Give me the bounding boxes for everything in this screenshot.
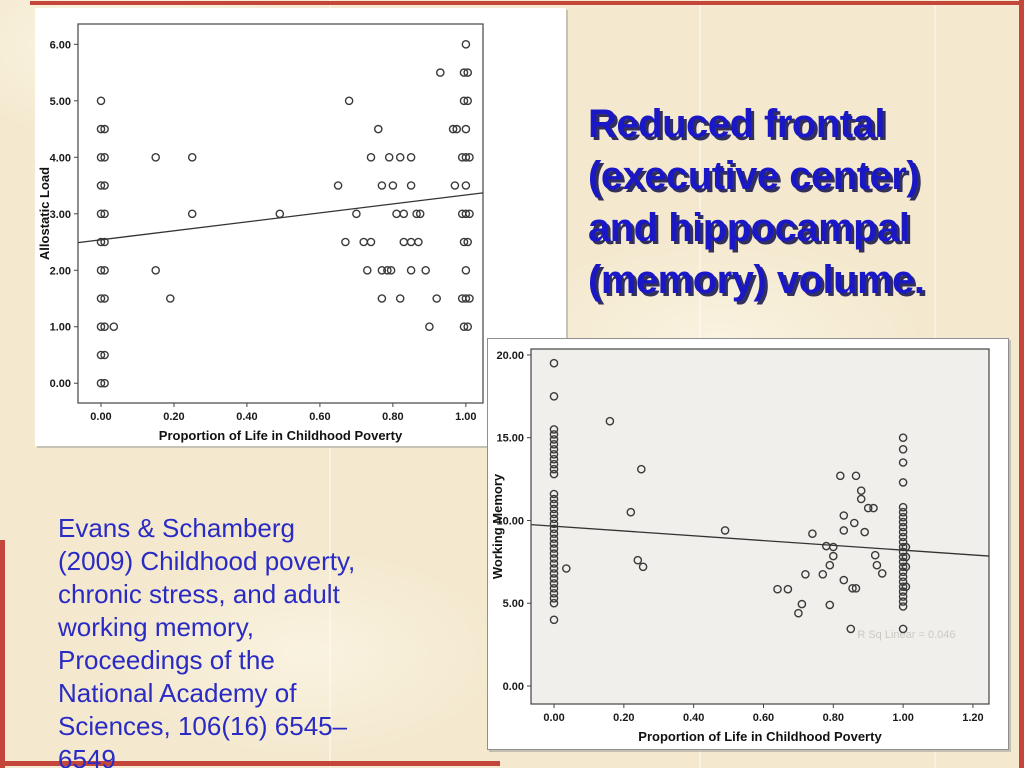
working-memory-chart-panel: 0.00 0.20 0.40 0.60 0.80 1.00 1.20 0.00 5.00 10.0… <box>487 338 1009 750</box>
svg-text:0.80: 0.80 <box>382 411 403 423</box>
citation-line: Evans & Schamberg <box>58 513 296 543</box>
title-line: (executive center) <box>588 154 920 198</box>
svg-text:4.00: 4.00 <box>50 152 71 164</box>
working-memory-scatter-chart: 0.00 0.20 0.40 0.60 0.80 1.00 1.20 0.00 5.00 10.0… <box>490 348 990 744</box>
svg-text:1.00: 1.00 <box>892 712 913 724</box>
citation-line: 6549 <box>58 744 116 768</box>
svg-text:0.80: 0.80 <box>823 712 844 724</box>
svg-text:0.20: 0.20 <box>163 411 184 423</box>
svg-text:1.00: 1.00 <box>50 322 71 334</box>
svg-text:0.60: 0.60 <box>309 411 330 423</box>
svg-text:0.00: 0.00 <box>50 378 71 390</box>
svg-text:6.00: 6.00 <box>50 39 71 51</box>
svg-text:0.40: 0.40 <box>683 712 704 724</box>
svg-text:20.00: 20.00 <box>496 350 524 362</box>
allostatic-load-scatter-chart: 0.00 0.20 0.40 0.60 0.80 1.00 0.00 1.00 2.00 3.00… <box>37 23 484 443</box>
slide-title: Reduced frontal (executive center) and h… <box>588 98 925 306</box>
svg-text:0.20: 0.20 <box>613 712 634 724</box>
svg-text:1.20: 1.20 <box>962 712 983 724</box>
svg-text:5.00: 5.00 <box>50 96 71 108</box>
svg-text:5.00: 5.00 <box>503 598 524 610</box>
svg-text:1.00: 1.00 <box>455 411 476 423</box>
svg-text:2.00: 2.00 <box>50 265 71 277</box>
svg-text:Allostatic Load: Allostatic Load <box>37 167 52 260</box>
title-line: (memory) volume. <box>588 258 925 302</box>
citation-line: National Academy of <box>58 678 297 708</box>
title-line: Reduced frontal <box>588 102 885 146</box>
bottom-border-stripe <box>0 761 500 766</box>
title-line: and hippocampal <box>588 206 910 250</box>
citation: Evans & Schamberg (2009) Childhood pover… <box>58 512 355 768</box>
citation-line: Sciences, 106(16) 6545– <box>58 711 348 741</box>
svg-text:10.00: 10.00 <box>496 515 524 527</box>
left-border-stripe <box>0 540 5 768</box>
svg-text:0.00: 0.00 <box>543 712 564 724</box>
svg-text:3.00: 3.00 <box>50 209 71 221</box>
allostatic-load-chart-panel: 0.00 0.20 0.40 0.60 0.80 1.00 0.00 1.00 2.00 3.00… <box>35 8 566 446</box>
svg-text:R Sq Linear = 0.046: R Sq Linear = 0.046 <box>857 629 955 641</box>
citation-line: Proceedings of the <box>58 645 275 675</box>
svg-text:0.60: 0.60 <box>753 712 774 724</box>
svg-text:0.00: 0.00 <box>90 411 111 423</box>
top-border-stripe <box>30 1 1024 5</box>
svg-text:Proportion of Life in Childhoo: Proportion of Life in Childhood Poverty <box>638 729 882 744</box>
svg-text:0.40: 0.40 <box>236 411 257 423</box>
svg-text:15.00: 15.00 <box>496 433 524 445</box>
svg-text:0.00: 0.00 <box>503 681 524 693</box>
right-border-stripe <box>1019 0 1024 768</box>
citation-line: working memory, <box>58 612 255 642</box>
svg-text:Proportion of Life in Childhoo: Proportion of Life in Childhood Poverty <box>159 428 403 443</box>
svg-text:Working Memory: Working Memory <box>490 473 505 579</box>
citation-line: chronic stress, and adult <box>58 579 340 609</box>
citation-line: (2009) Childhood poverty, <box>58 546 356 576</box>
